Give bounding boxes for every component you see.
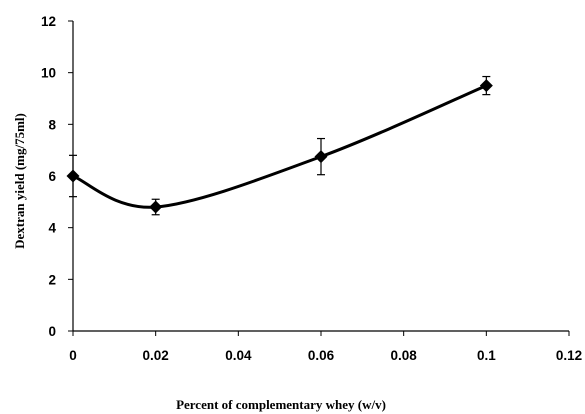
data-point <box>479 79 493 93</box>
y-tick-label: 4 <box>48 221 56 236</box>
x-axis-title: Percent of complementary whey (w/v) <box>176 397 386 412</box>
y-tick-label: 6 <box>48 169 56 184</box>
y-axis-title: Dextran yield (mg/75ml) <box>12 113 27 249</box>
y-tick-label: 8 <box>48 117 56 132</box>
x-tick-label: 0.08 <box>391 348 418 363</box>
series-line <box>72 84 487 209</box>
x-tick-label: 0.12 <box>556 348 582 363</box>
x-tick-label: 0.04 <box>225 348 252 363</box>
x-tick-label: 0.1 <box>477 348 496 363</box>
data-point <box>66 169 80 183</box>
y-tick-label: 10 <box>41 66 56 81</box>
x-tick-label: 0 <box>69 348 77 363</box>
y-tick-label: 0 <box>48 324 56 339</box>
y-ticks: 0 2 4 6 8 10 12 <box>41 14 73 339</box>
series-group <box>66 75 493 216</box>
x-tick-label: 0.02 <box>143 348 169 363</box>
data-point <box>314 150 328 164</box>
plot-area: 0 0.02 0.04 0.06 0.08 0.1 0.12 0 2 4 6 8 10 12 <box>41 14 582 363</box>
x-ticks: 0 0.02 0.04 0.06 0.08 0.1 0.12 <box>69 331 582 363</box>
x-tick-label: 0.06 <box>308 348 335 363</box>
y-tick-label: 12 <box>41 14 56 29</box>
y-tick-label: 2 <box>48 272 56 287</box>
data-point <box>149 200 163 214</box>
